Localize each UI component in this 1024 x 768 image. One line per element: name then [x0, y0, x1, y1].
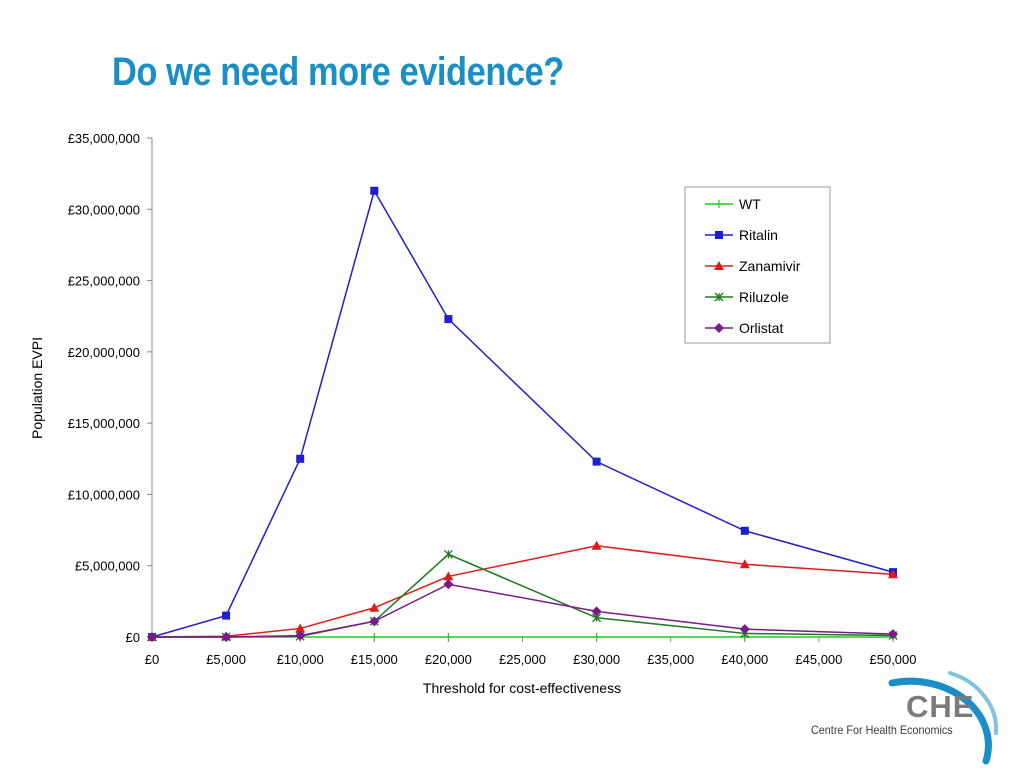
logo-mark: CHE	[906, 689, 975, 724]
x-tick-label: £20,000	[425, 652, 472, 667]
che-logo: CHE Centre For Health Economics	[800, 655, 1010, 767]
y-tick-label: £30,000,000	[68, 202, 140, 217]
y-axis-label: Population EVPI	[29, 337, 45, 439]
data-point-zanamivir	[369, 602, 380, 612]
legend-marker-riluzole	[714, 292, 724, 302]
data-point-orlistat	[443, 579, 454, 590]
y-tick-label: £15,000,000	[68, 416, 140, 431]
chart-legend: WT Ritalin Zanamivir Riluzole Orlistat	[684, 186, 831, 344]
y-tick-label: £25,000,000	[68, 274, 140, 289]
legend-item-zanamivir: Zanamivir	[705, 258, 801, 274]
series-line-orlistat	[152, 583, 894, 638]
x-tick-label: £5,000	[206, 652, 246, 667]
y-tick-label: £0	[126, 630, 140, 645]
data-point-ritalin	[370, 186, 379, 195]
data-point-zanamivir	[443, 571, 454, 581]
series-line-zanamivir	[151, 544, 894, 638]
legend-label-orlistat: Orlistat	[739, 320, 783, 336]
data-point-orlistat	[221, 632, 232, 642]
data-point-riluzole	[443, 549, 453, 559]
legend-marker-zanamivir	[714, 261, 724, 270]
series-line-ritalin	[151, 188, 894, 638]
logo-text: Centre For Health Economics	[811, 723, 953, 737]
data-point-ritalin	[222, 611, 231, 620]
legend-label-ritalin: Ritalin	[739, 227, 778, 243]
legend-label-wt: WT	[739, 196, 761, 212]
data-point-orlistat	[369, 616, 380, 627]
x-tick-label: £25,000	[499, 652, 546, 667]
data-point-orlistat	[739, 624, 750, 635]
y-tick-label: £10,000,000	[68, 487, 140, 502]
x-tick-label: £45,000	[795, 652, 842, 667]
y-tick-label: £20,000,000	[68, 345, 140, 360]
data-point-ritalin	[592, 457, 601, 466]
data-point-wt	[592, 633, 601, 641]
data-point-ritalin	[296, 454, 305, 463]
x-tick-label: £35,000	[647, 652, 694, 667]
data-point-zanamivir	[591, 540, 602, 550]
data-point-zanamivir	[888, 569, 898, 579]
series-zanamivir	[147, 540, 898, 641]
data-point-orlistat	[147, 632, 157, 642]
x-tick-label: £0	[145, 652, 159, 667]
x-tick-label: £50,000	[870, 652, 917, 667]
legend-marker-ritalin	[715, 231, 723, 239]
data-point-wt	[444, 633, 453, 641]
slide-title: Do we need more evidence?	[112, 50, 564, 94]
data-point-ritalin	[444, 315, 453, 324]
x-tick-label: £40,000	[721, 652, 768, 667]
series-riluzole	[147, 549, 898, 642]
data-point-wt	[370, 633, 379, 641]
legend-item-riluzole: Riluzole	[705, 289, 789, 305]
legend-item-ritalin: Ritalin	[705, 227, 778, 243]
data-point-ritalin	[740, 526, 749, 535]
legend-item-orlistat: Orlistat	[705, 320, 783, 336]
logo-ring-icon	[888, 671, 999, 765]
data-point-zanamivir	[295, 623, 306, 633]
data-point-orlistat	[295, 630, 306, 641]
legend-box	[684, 186, 831, 344]
data-point-zanamivir	[739, 559, 750, 569]
legend-item-wt: WT	[705, 196, 761, 212]
legend-label-zanamivir: Zanamivir	[739, 258, 801, 274]
y-tick-label: £5,000,000	[75, 559, 140, 574]
legend-label-riluzole: Riluzole	[739, 289, 789, 305]
legend-marker-wt	[715, 200, 723, 208]
series-orlistat	[147, 579, 898, 642]
chart-axes: £0 £5,000,000 £10,000,000 £15,000,000 £20,00…	[68, 131, 917, 667]
y-tick-label: £35,000,000	[68, 131, 140, 146]
chart-series	[147, 186, 898, 642]
x-tick-label: £15,000	[351, 652, 398, 667]
x-tick-label: £30,000	[573, 652, 620, 667]
data-point-orlistat	[888, 629, 898, 640]
x-axis-label: Threshold for cost-effectiveness	[423, 680, 621, 696]
legend-marker-orlistat	[714, 323, 724, 333]
x-tick-label: £10,000	[277, 652, 324, 667]
data-point-orlistat	[591, 606, 602, 617]
